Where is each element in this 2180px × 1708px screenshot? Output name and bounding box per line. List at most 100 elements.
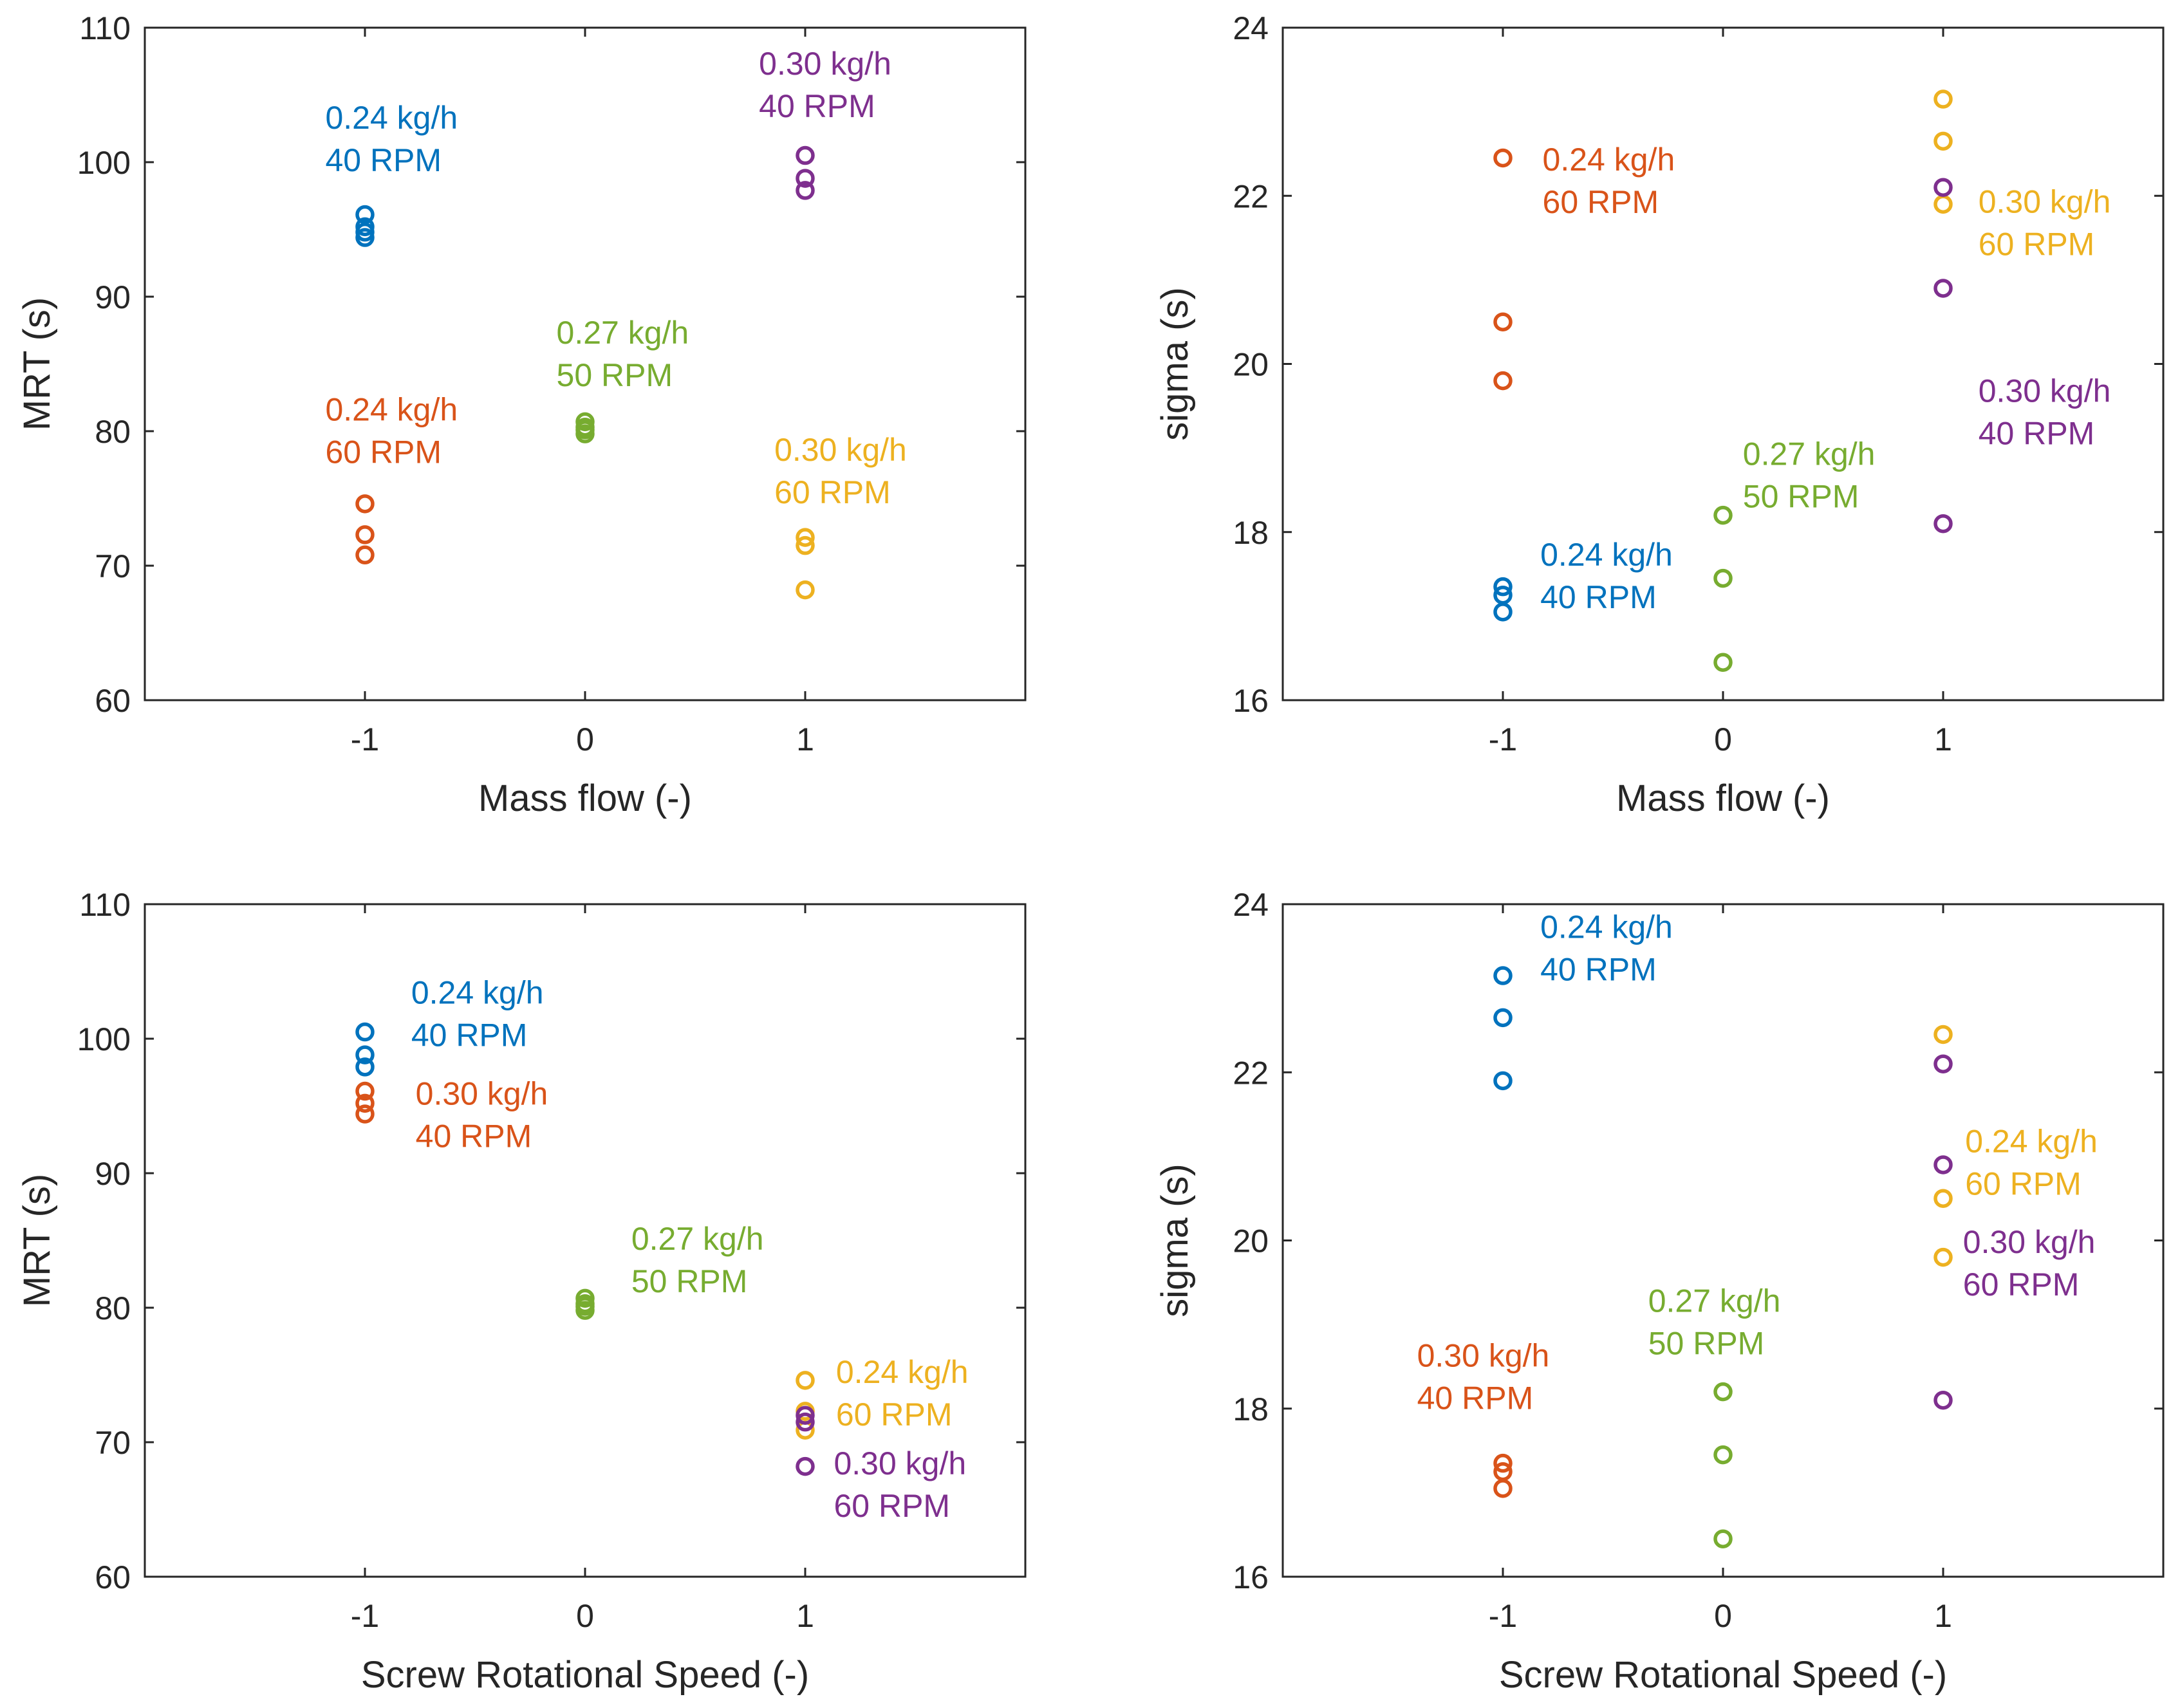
series-blue bbox=[355, 1022, 375, 1077]
annotation-line: 0.24 kg/h bbox=[1540, 909, 1673, 945]
annotation-line: 40 RPM bbox=[1540, 951, 1657, 987]
annotation-label: 0.24 kg/h 40 RPM bbox=[325, 100, 458, 178]
annotation-line: 60 RPM bbox=[1543, 184, 1659, 220]
annotation-label: 0.27 kg/h 50 RPM bbox=[557, 315, 689, 393]
series-orange bbox=[355, 1081, 375, 1124]
annotation-label: 0.30 kg/h 60 RPM bbox=[1963, 1224, 2096, 1303]
annotation-line: 60 RPM bbox=[774, 474, 891, 510]
y-tick-label: 80 bbox=[95, 414, 131, 450]
data-point bbox=[1493, 1071, 1513, 1091]
annotation-label: 0.30 kg/h 40 RPM bbox=[416, 1075, 548, 1154]
data-point bbox=[575, 1301, 595, 1320]
data-point bbox=[1933, 89, 1953, 109]
y-tick-label: 60 bbox=[95, 1559, 131, 1595]
data-point bbox=[796, 181, 815, 200]
data-point bbox=[355, 545, 375, 565]
y-tick-label: 80 bbox=[95, 1290, 131, 1326]
annotation-label: 0.30 kg/h 60 RPM bbox=[834, 1445, 966, 1524]
data-point bbox=[1933, 178, 1953, 197]
point-annotations: 0.24 kg/h 60 RPM 0.24 kg/h 40 RPM 0.27 kg/h 5… bbox=[1540, 142, 2110, 615]
data-point bbox=[1493, 1008, 1513, 1028]
annotation-label: 0.24 kg/h 60 RPM bbox=[1965, 1123, 2098, 1202]
data-point bbox=[796, 1406, 815, 1425]
y-tick-label: 90 bbox=[95, 1156, 131, 1192]
annotation-line: 60 RPM bbox=[1965, 1165, 2082, 1202]
annotation-line: 0.27 kg/h bbox=[631, 1221, 764, 1257]
y-tick-label: 24 bbox=[1233, 887, 1269, 923]
y-tick-label: 22 bbox=[1233, 1055, 1269, 1091]
x-tick-label: 1 bbox=[1934, 1598, 1952, 1634]
data-points bbox=[1493, 966, 1953, 1548]
data-points bbox=[355, 1022, 815, 1476]
annotation-line: 0.24 kg/h bbox=[1965, 1123, 2098, 1159]
data-point bbox=[355, 205, 375, 225]
annotation-line: 0.30 kg/h bbox=[759, 46, 891, 82]
data-point bbox=[355, 1093, 375, 1113]
annotation-line: 50 RPM bbox=[1743, 478, 1859, 514]
annotation-label: 0.30 kg/h 60 RPM bbox=[774, 432, 907, 510]
point-annotations: 0.24 kg/h 40 RPM 0.30 kg/h 40 RPM 0.27 kg/h 5… bbox=[1417, 909, 2098, 1416]
annotation-label: 0.30 kg/h 40 RPM bbox=[1979, 373, 2111, 451]
data-point bbox=[355, 1022, 375, 1042]
data-point bbox=[1933, 1155, 1953, 1174]
x-tick-label: 1 bbox=[1934, 721, 1952, 757]
annotation-line: 0.24 kg/h bbox=[1540, 537, 1673, 573]
annotation-line: 0.30 kg/h bbox=[834, 1445, 966, 1481]
annotation-line: 50 RPM bbox=[557, 357, 673, 393]
series-purple bbox=[1933, 178, 1953, 534]
data-point bbox=[355, 525, 375, 544]
axis-ticks: -1 0 1 16 18 20 22 24 bbox=[1233, 887, 2163, 1634]
annotation-line: 50 RPM bbox=[631, 1263, 748, 1299]
y-tick-label: 16 bbox=[1233, 1559, 1269, 1595]
data-point bbox=[355, 1104, 375, 1124]
series-purple bbox=[1933, 1054, 1953, 1410]
series-yellow bbox=[1933, 1025, 1953, 1267]
data-point bbox=[355, 1081, 375, 1101]
series-blue bbox=[1493, 577, 1513, 622]
x-tick-label: 1 bbox=[796, 1598, 814, 1634]
y-tick-label: 100 bbox=[77, 1021, 131, 1057]
series-orange bbox=[1493, 148, 1513, 391]
y-axis-label: sigma (s) bbox=[1154, 1164, 1196, 1317]
data-point bbox=[1493, 312, 1513, 331]
annotation-label: 0.24 kg/h 60 RPM bbox=[325, 391, 458, 470]
annotation-label: 0.30 kg/h 40 RPM bbox=[1417, 1337, 1550, 1416]
data-point bbox=[355, 228, 375, 247]
annotation-label: 0.30 kg/h 60 RPM bbox=[1979, 183, 2111, 262]
annotation-label: 0.27 kg/h 50 RPM bbox=[1648, 1283, 1781, 1362]
annotation-label: 0.27 kg/h 50 RPM bbox=[1743, 436, 1876, 514]
annotation-line: 0.24 kg/h bbox=[325, 100, 458, 136]
series-blue bbox=[355, 205, 375, 247]
annotation-line: 40 RPM bbox=[416, 1118, 532, 1154]
x-axis-label: Screw Rotational Speed (-) bbox=[1499, 1654, 1947, 1696]
annotation-line: 60 RPM bbox=[1979, 226, 2095, 262]
annotation-line: 0.24 kg/h bbox=[1543, 142, 1675, 178]
data-point bbox=[1493, 1479, 1513, 1498]
y-tick-label: 110 bbox=[79, 887, 131, 923]
subplot-sigma-vs-screw-speed: -1 0 1 16 18 20 22 24 0.24 kg/h 40 RPM 0.30 kg/h 4… bbox=[1154, 887, 2165, 1696]
series-green bbox=[1713, 505, 1733, 672]
data-points bbox=[355, 145, 815, 600]
data-point bbox=[1933, 1390, 1953, 1410]
y-tick-label: 24 bbox=[1233, 10, 1269, 46]
data-point bbox=[575, 424, 595, 443]
annotation-line: 60 RPM bbox=[1963, 1267, 2080, 1303]
annotation-line: 0.30 kg/h bbox=[416, 1075, 548, 1111]
data-point bbox=[1933, 1054, 1953, 1073]
y-tick-label: 18 bbox=[1233, 515, 1269, 551]
y-tick-label: 18 bbox=[1233, 1391, 1269, 1427]
annotation-label: 0.24 kg/h 60 RPM bbox=[1543, 142, 1675, 220]
data-point bbox=[1933, 1189, 1953, 1208]
data-point bbox=[1933, 1025, 1953, 1044]
x-tick-label: 0 bbox=[1714, 721, 1732, 757]
y-tick-label: 110 bbox=[79, 10, 131, 46]
y-tick-label: 100 bbox=[77, 145, 131, 181]
data-point bbox=[796, 1456, 815, 1476]
annotation-line: 0.30 kg/h bbox=[1963, 1224, 2096, 1260]
data-point bbox=[1493, 602, 1513, 622]
data-point bbox=[1713, 1529, 1733, 1548]
annotation-line: 0.24 kg/h bbox=[411, 975, 544, 1011]
data-point bbox=[1933, 279, 1953, 298]
